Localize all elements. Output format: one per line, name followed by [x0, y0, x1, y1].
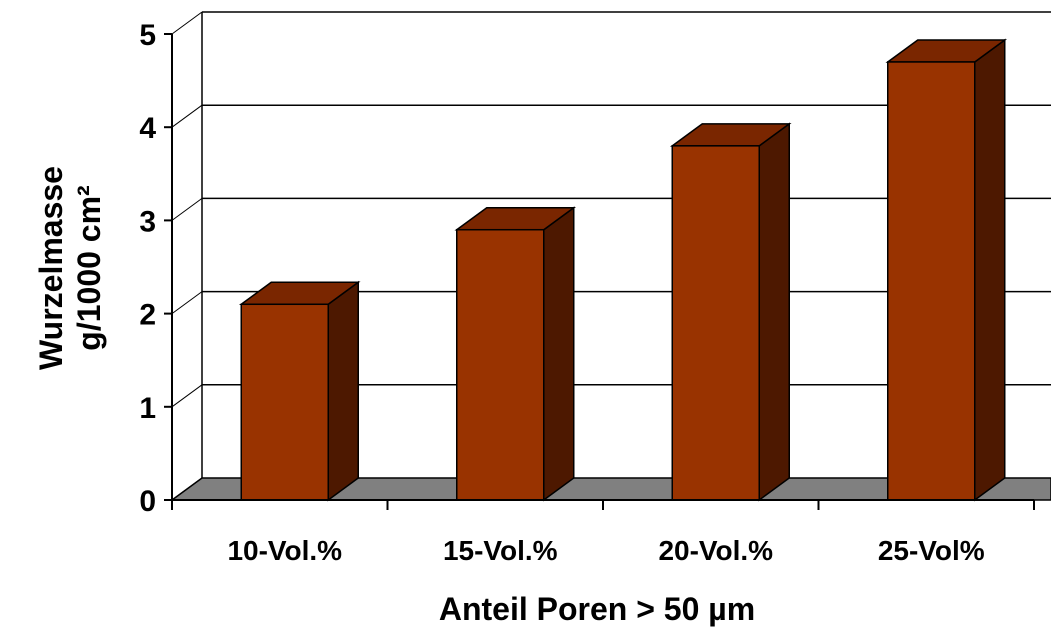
y-tick-label: 5	[139, 19, 156, 52]
bar-front	[671, 145, 760, 501]
bar-side	[543, 206, 575, 502]
side-gridline	[171, 11, 203, 35]
x-tick-label: 25-Vol%	[878, 535, 985, 566]
y-axis-title-line-1: Wurzelmasse	[33, 166, 69, 370]
x-axis-title: Anteil Poren > 50 µm	[439, 591, 755, 627]
bar-front	[456, 228, 545, 501]
x-tick-label: 10-Vol.%	[227, 535, 342, 566]
bar	[885, 38, 1008, 502]
y-axis-title: Wurzelmasse g/1000 cm²	[33, 166, 107, 370]
bar-front	[240, 303, 329, 501]
bar	[454, 206, 577, 502]
x-tick-label: 15-Vol.%	[443, 535, 558, 566]
bar-front	[887, 61, 976, 501]
side-gridline	[171, 291, 203, 315]
side-gridline	[171, 104, 203, 128]
x-tick-labels: 10-Vol.% 15-Vol.% 20-Vol.% 25-Vol%	[227, 535, 984, 566]
side-gridline	[171, 477, 203, 501]
y-tick-labels: 0 1 2 3 4 5	[139, 19, 156, 518]
y-tick-label: 1	[139, 392, 156, 425]
bar-side	[327, 280, 359, 502]
y-axis-title-line-2: g/1000 cm²	[71, 185, 107, 350]
x-tick-label: 20-Vol.%	[658, 535, 773, 566]
side-gridline	[171, 197, 203, 221]
y-tick-label: 4	[139, 112, 156, 145]
side-gridline	[171, 384, 203, 408]
bars	[238, 38, 1008, 502]
bar-side	[974, 38, 1006, 502]
bar	[238, 280, 361, 502]
bar-side	[758, 122, 790, 502]
y-tick-label: 0	[139, 485, 156, 518]
y-tick-label: 3	[139, 205, 156, 238]
bar	[669, 122, 792, 502]
y-tick-label: 2	[139, 299, 156, 332]
axes	[164, 33, 1035, 510]
